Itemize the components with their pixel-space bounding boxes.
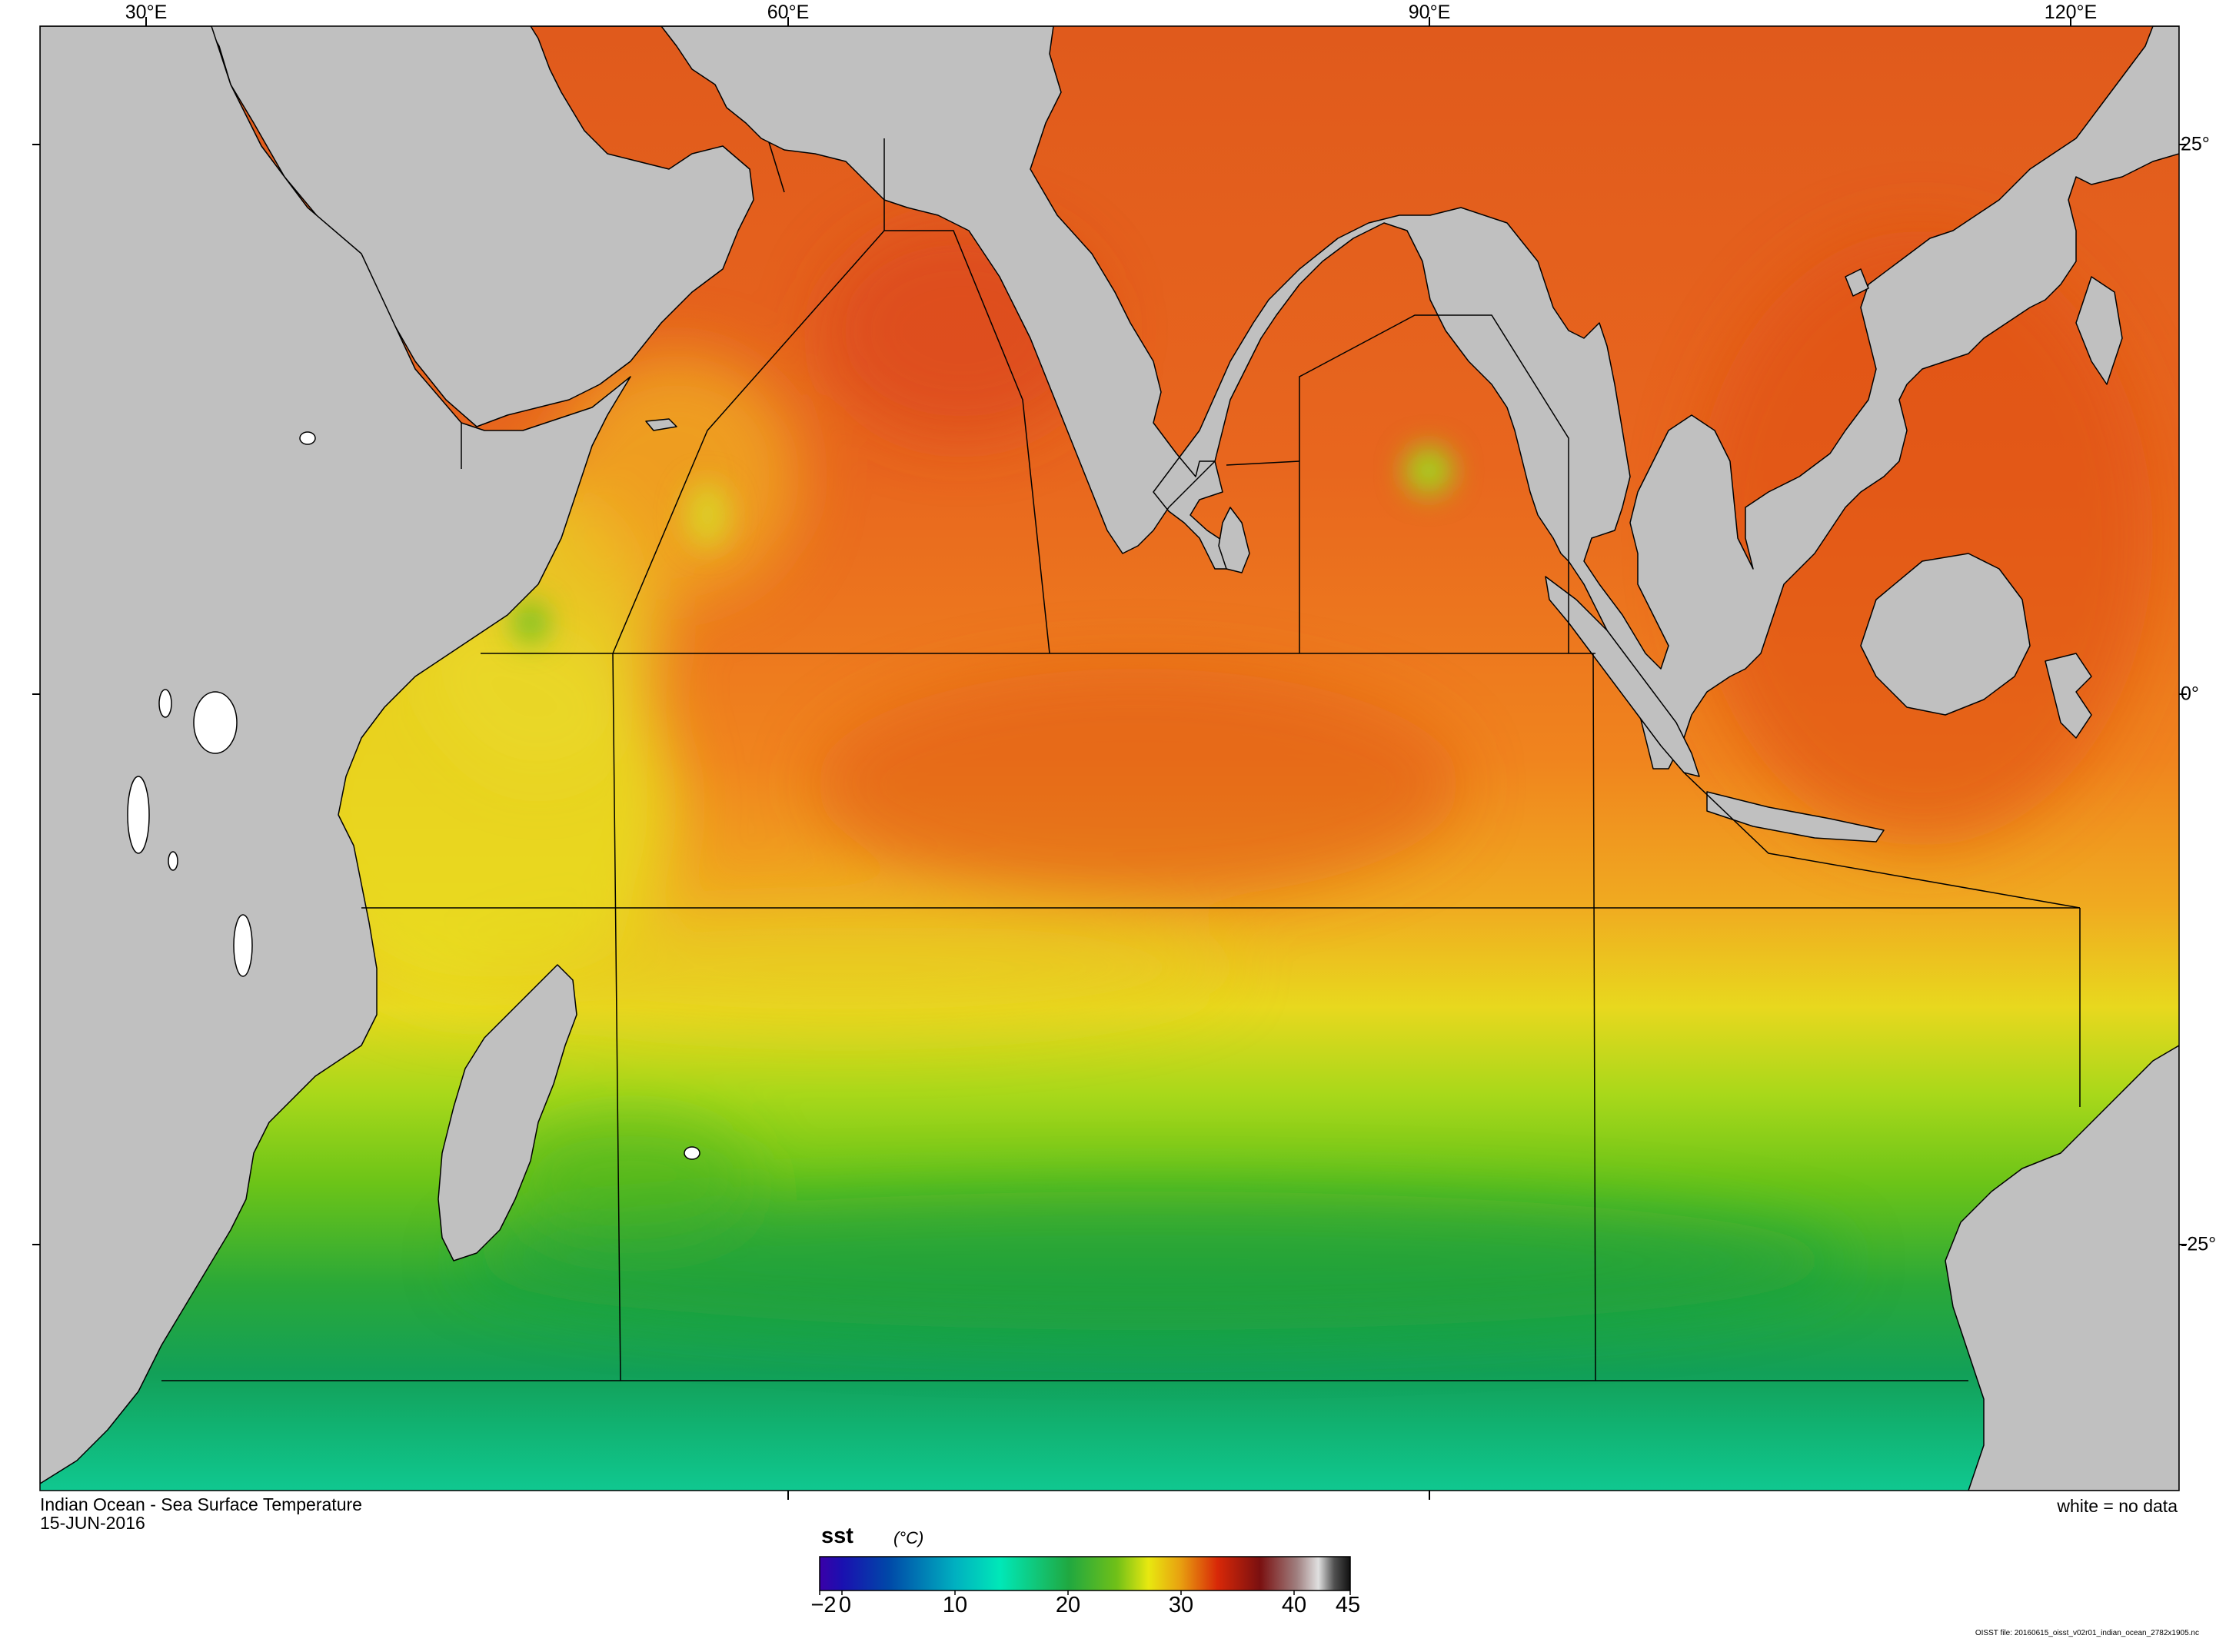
- colorbar-tick-label: 30: [1168, 1593, 1194, 1617]
- lat-label-0: 0°: [2181, 683, 2199, 705]
- file-credit: OISST file: 20160615_oisst_v02r01_indian…: [1975, 1629, 2199, 1637]
- sumatra: [1545, 576, 1700, 777]
- hainan: [1845, 268, 1869, 297]
- lat-label-25n: 25°: [2181, 133, 2210, 155]
- colorbar-tick-label: 40: [1281, 1593, 1307, 1617]
- africa-arabia-asia: [40, 26, 2179, 769]
- colorbar-tick-label: 10: [942, 1593, 968, 1617]
- axis-ticks: [32, 17, 2187, 1500]
- colorbar: [819, 1556, 1351, 1591]
- colorbar-tick-label: 20: [1055, 1593, 1081, 1617]
- australia: [1945, 1045, 2179, 1491]
- borneo: [1860, 553, 2031, 716]
- lon-label-90e: 90°E: [1408, 2, 1451, 23]
- map-title: Indian Ocean - Sea Surface Temperature: [40, 1494, 362, 1514]
- east-africa: [40, 26, 631, 1484]
- lon-label-30e: 30°E: [125, 2, 168, 23]
- lon-label-60e: 60°E: [767, 2, 810, 23]
- colorbar-tick-label: −2: [810, 1593, 837, 1617]
- map-date: 15-JUN-2016: [40, 1513, 145, 1533]
- philippines: [2075, 276, 2123, 385]
- land: [40, 26, 2179, 1491]
- colorbar-variable: sst: [821, 1524, 853, 1548]
- colorbar-tick-label: 45: [1335, 1593, 1361, 1617]
- lon-label-120e: 120°E: [2044, 2, 2098, 23]
- no-data-note: white = no data: [2057, 1496, 2178, 1516]
- colorbar-tick-label: 0: [838, 1593, 852, 1617]
- lat-label-25s: -25°: [2181, 1233, 2216, 1255]
- sri-lanka: [1218, 507, 1250, 573]
- socotra: [645, 418, 677, 431]
- colorbar-ticks: [819, 1591, 1351, 1595]
- colorbar-unit: (°C): [893, 1528, 924, 1547]
- sulawesi: [2045, 653, 2092, 739]
- madagascar: [438, 964, 577, 1261]
- region-boundaries: [161, 138, 2081, 1381]
- map-frame: [39, 25, 2180, 1491]
- no-data-areas: [127, 431, 700, 1160]
- java: [1706, 791, 1885, 843]
